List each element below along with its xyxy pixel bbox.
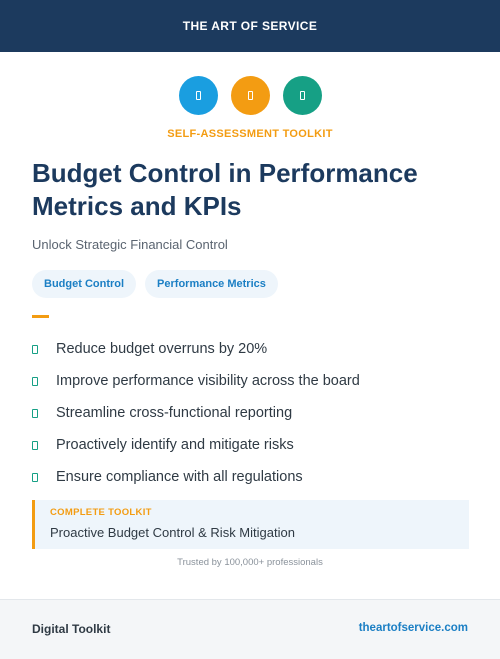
tag-budget-control: Budget Control: [32, 270, 137, 298]
tag-list: Budget Control Performance Metrics: [32, 270, 278, 298]
benefit-item: Proactively identify and mitigate risks: [32, 429, 360, 461]
check-icon: [32, 472, 38, 482]
icon-row: [0, 76, 500, 115]
callout-label: COMPLETE TOOLKIT: [50, 507, 152, 518]
benefit-item: Reduce budget overruns by 20%: [32, 333, 360, 365]
document-icon: [178, 76, 218, 115]
benefit-list: Reduce budget overruns by 20% Improve pe…: [32, 333, 360, 493]
footer-bar: Digital Toolkit theartofservice.com: [0, 599, 500, 659]
page-title: Budget Control in Performance Metrics an…: [32, 158, 418, 221]
callout-text: Proactive Budget Control & Risk Mitigati…: [50, 525, 295, 540]
brand-name: THE ART OF SERVICE: [182, 19, 318, 33]
document-icon: [230, 76, 270, 115]
benefit-text: Ensure compliance with all regulations: [56, 469, 303, 485]
toolkit-callout: COMPLETE TOOLKIT Proactive Budget Contro…: [32, 500, 469, 549]
benefit-text: Streamline cross-functional reporting: [56, 405, 293, 421]
top-banner: THE ART OF SERVICE: [0, 0, 500, 52]
benefit-text: Reduce budget overruns by 20%: [56, 341, 268, 357]
footer-label: Digital Toolkit: [32, 622, 111, 636]
benefit-item: Ensure compliance with all regulations: [32, 461, 360, 493]
website-link[interactable]: theartofservice.com: [358, 622, 468, 634]
check-icon: [32, 440, 38, 450]
tag-performance-metrics: Performance Metrics: [145, 270, 278, 298]
benefit-text: Improve performance visibility across th…: [56, 373, 360, 389]
check-icon: [32, 344, 38, 354]
document-icon: [282, 76, 322, 115]
check-icon: [32, 376, 38, 386]
toolkit-eyebrow: SELF-ASSESSMENT TOOLKIT: [167, 128, 333, 140]
accent-divider: [32, 315, 49, 318]
check-icon: [32, 408, 38, 418]
benefit-text: Proactively identify and mitigate risks: [56, 437, 294, 453]
page-subtitle: Unlock Strategic Financial Control: [32, 237, 228, 252]
benefit-item: Improve performance visibility across th…: [32, 365, 360, 397]
trust-statement: Trusted by 100,000+ professionals: [177, 557, 323, 568]
benefit-item: Streamline cross-functional reporting: [32, 397, 360, 429]
